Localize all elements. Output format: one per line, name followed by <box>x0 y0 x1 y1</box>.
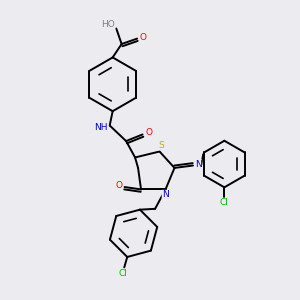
Text: N: N <box>195 160 202 169</box>
Text: Cl: Cl <box>220 198 229 207</box>
Text: HO: HO <box>101 20 115 29</box>
Text: Cl: Cl <box>118 269 127 278</box>
Text: O: O <box>115 181 122 190</box>
Text: NH: NH <box>94 122 108 131</box>
Text: O: O <box>139 33 146 42</box>
Text: O: O <box>145 128 152 137</box>
Text: N: N <box>162 190 169 199</box>
Text: S: S <box>158 141 164 150</box>
